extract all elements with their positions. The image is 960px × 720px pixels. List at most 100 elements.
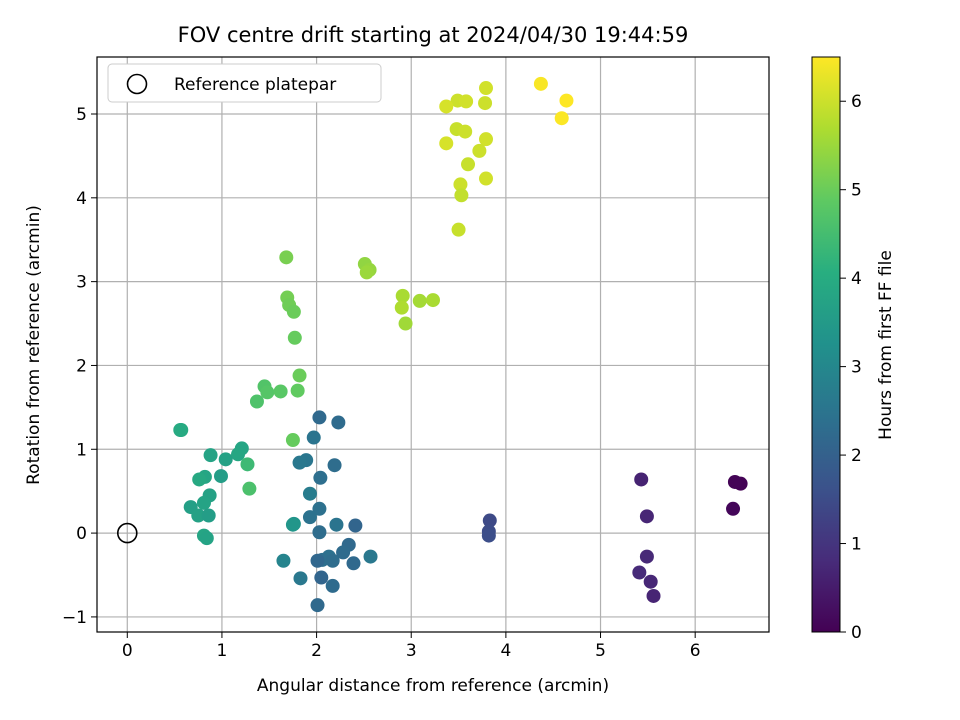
chart-title: FOV centre drift starting at 2024/04/30 … [178,23,689,47]
data-point [643,574,658,589]
y-tick-label: 4 [76,189,87,209]
data-point [634,472,649,487]
data-point [199,531,214,546]
data-point [325,553,340,568]
data-point [394,300,409,315]
data-point [454,188,469,203]
data-point [312,410,327,425]
data-point [348,518,363,533]
colorbar-gradient [811,56,841,633]
data-point [231,447,246,462]
data-point [639,549,654,564]
data-point [192,472,207,487]
data-point [439,136,454,151]
colorbar: 0 1 2 3 4 5 6 Hours from first FF file [811,56,896,643]
data-point [331,415,346,430]
data-point [646,588,661,603]
data-point [293,571,308,586]
data-point [451,222,466,237]
data-point [639,509,654,524]
data-point [203,448,218,463]
colorbar-ticks: 0 1 2 3 4 5 6 [840,92,862,643]
data-point [439,99,454,114]
grid-lines [97,57,769,632]
data-point [273,384,288,399]
data-point [458,124,473,139]
colorbar-tick-label: 0 [851,623,862,643]
data-point [482,513,497,528]
x-tick-label: 1 [217,641,228,661]
data-point [201,508,216,523]
data-point [363,549,378,564]
data-point [312,501,327,516]
y-tick-label: −1 [62,608,87,628]
data-point [302,510,317,525]
data-point [327,458,342,473]
data-point [479,171,494,186]
data-point [196,495,211,510]
legend-entry: Reference platepar [174,75,336,95]
data-point [240,457,255,472]
data-point [359,265,374,280]
data-point [478,96,493,111]
data-point [290,383,305,398]
x-tick-label: 6 [690,641,701,661]
x-tick-label: 5 [595,641,606,661]
data-point [310,598,325,613]
data-point [312,525,327,540]
y-tick-label: 1 [76,440,87,460]
colorbar-tick-label: 1 [851,535,862,555]
data-point [276,553,291,568]
data-point [426,293,440,308]
data-point [346,556,361,571]
axis-ticks: 0 1 2 3 4 5 6 −1 0 1 2 3 4 5 [62,105,701,661]
data-point [286,304,301,319]
data-point [314,570,329,585]
plot-frame [96,56,770,633]
x-tick-label: 3 [406,641,417,661]
data-point [533,76,548,91]
legend-marker [126,73,148,95]
data-point [479,81,494,96]
y-tick-label: 3 [76,273,87,293]
data-point [302,486,317,501]
data-point [285,433,300,448]
x-tick-label: 4 [500,641,511,661]
y-tick-label: 0 [76,524,87,544]
data-point [191,508,206,523]
data-point [306,430,321,445]
x-tick-label: 2 [311,641,322,661]
data-point [336,545,351,560]
data-point [242,481,257,496]
data-point [287,330,302,345]
colorbar-tick-label: 5 [851,181,862,201]
reference-platepar-marker [116,522,138,544]
data-point [395,288,410,303]
data-point [285,517,300,532]
colorbar-tick-label: 3 [851,358,862,378]
data-point [260,385,275,400]
data-point [412,293,427,308]
data-points [173,76,748,613]
y-axis-label: Rotation from reference (arcmin) [24,205,44,485]
colorbar-tick-label: 2 [851,446,862,466]
y-tick-label: 2 [76,356,87,376]
data-point [249,394,264,409]
data-point [329,517,344,532]
y-tick-label: 5 [76,105,87,125]
colorbar-label: Hours from first FF file [876,250,896,440]
x-tick-label: 0 [122,641,133,661]
data-point [313,470,328,485]
colorbar-tick-label: 6 [851,92,862,112]
data-point [453,177,468,192]
data-point [727,474,742,489]
legend-box [107,63,382,103]
data-point [398,316,413,331]
data-point [292,368,307,383]
data-point [554,111,569,126]
legend: Reference platepar [107,63,382,103]
x-axis-label: Angular distance from reference (arcmin) [257,676,609,696]
data-point [213,469,228,484]
data-point [479,132,494,147]
data-point [632,565,647,580]
